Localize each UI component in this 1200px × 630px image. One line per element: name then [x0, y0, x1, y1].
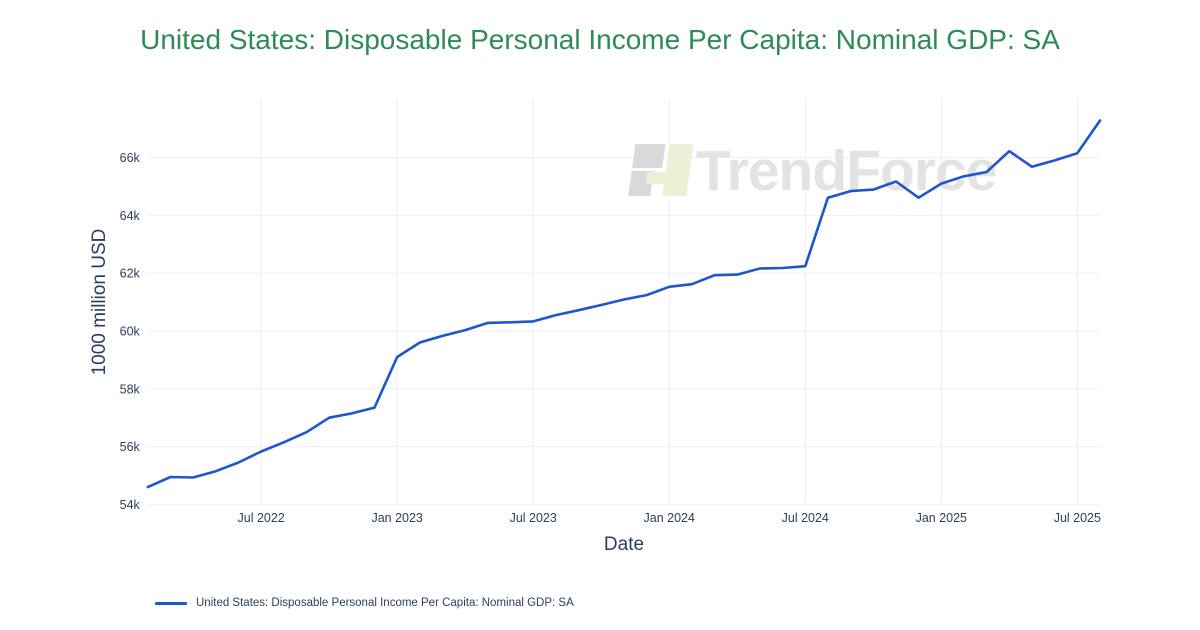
legend-label: United States: Disposable Personal Incom…	[196, 597, 574, 609]
axis-tick-labels: 54k 56k 58k 60k 62k 64k 66k Jul 2022 Jan 2023 Jul…	[120, 151, 1101, 525]
legend-line-swatch	[155, 601, 187, 605]
gridlines	[147, 98, 1100, 505]
x-tick-label: Jan 2024	[644, 511, 695, 525]
watermark: TrendForce	[628, 139, 997, 203]
chart-title: United States: Disposable Personal Incom…	[140, 24, 1060, 55]
legend[interactable]: United States: Disposable Personal Incom…	[155, 597, 574, 609]
x-tick-label: Jul 2024	[782, 511, 829, 525]
y-tick-label: 64k	[120, 209, 141, 223]
y-tick-label: 58k	[120, 382, 141, 396]
x-tick-label: Jan 2025	[916, 511, 967, 525]
x-tick-label: Jan 2023	[371, 511, 422, 525]
y-tick-label: 54k	[120, 498, 141, 512]
trendforce-logo-icon	[628, 144, 694, 196]
y-tick-label: 60k	[120, 324, 141, 338]
y-tick-label: 66k	[120, 151, 141, 165]
x-tick-label: Jul 2022	[238, 511, 285, 525]
x-tick-label: Jul 2023	[510, 511, 557, 525]
x-tick-label: Jul 2025	[1054, 511, 1101, 525]
y-axis-title: 1000 million USD	[89, 228, 110, 376]
y-tick-label: 62k	[120, 267, 141, 281]
data-series	[146, 119, 1102, 489]
x-axis-title: Date	[603, 534, 645, 555]
income-line-series	[146, 119, 1102, 489]
y-tick-label: 56k	[120, 440, 141, 454]
